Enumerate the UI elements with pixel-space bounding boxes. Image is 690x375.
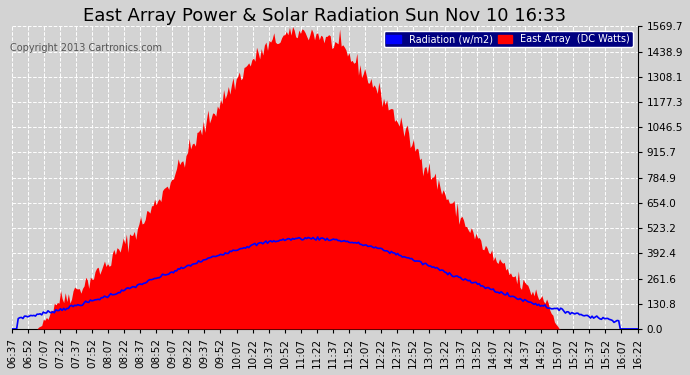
Text: Copyright 2013 Cartronics.com: Copyright 2013 Cartronics.com [10, 43, 162, 52]
Title: East Array Power & Solar Radiation Sun Nov 10 16:33: East Array Power & Solar Radiation Sun N… [83, 7, 566, 25]
Legend: Radiation (w/m2), East Array  (DC Watts): Radiation (w/m2), East Array (DC Watts) [384, 32, 633, 47]
